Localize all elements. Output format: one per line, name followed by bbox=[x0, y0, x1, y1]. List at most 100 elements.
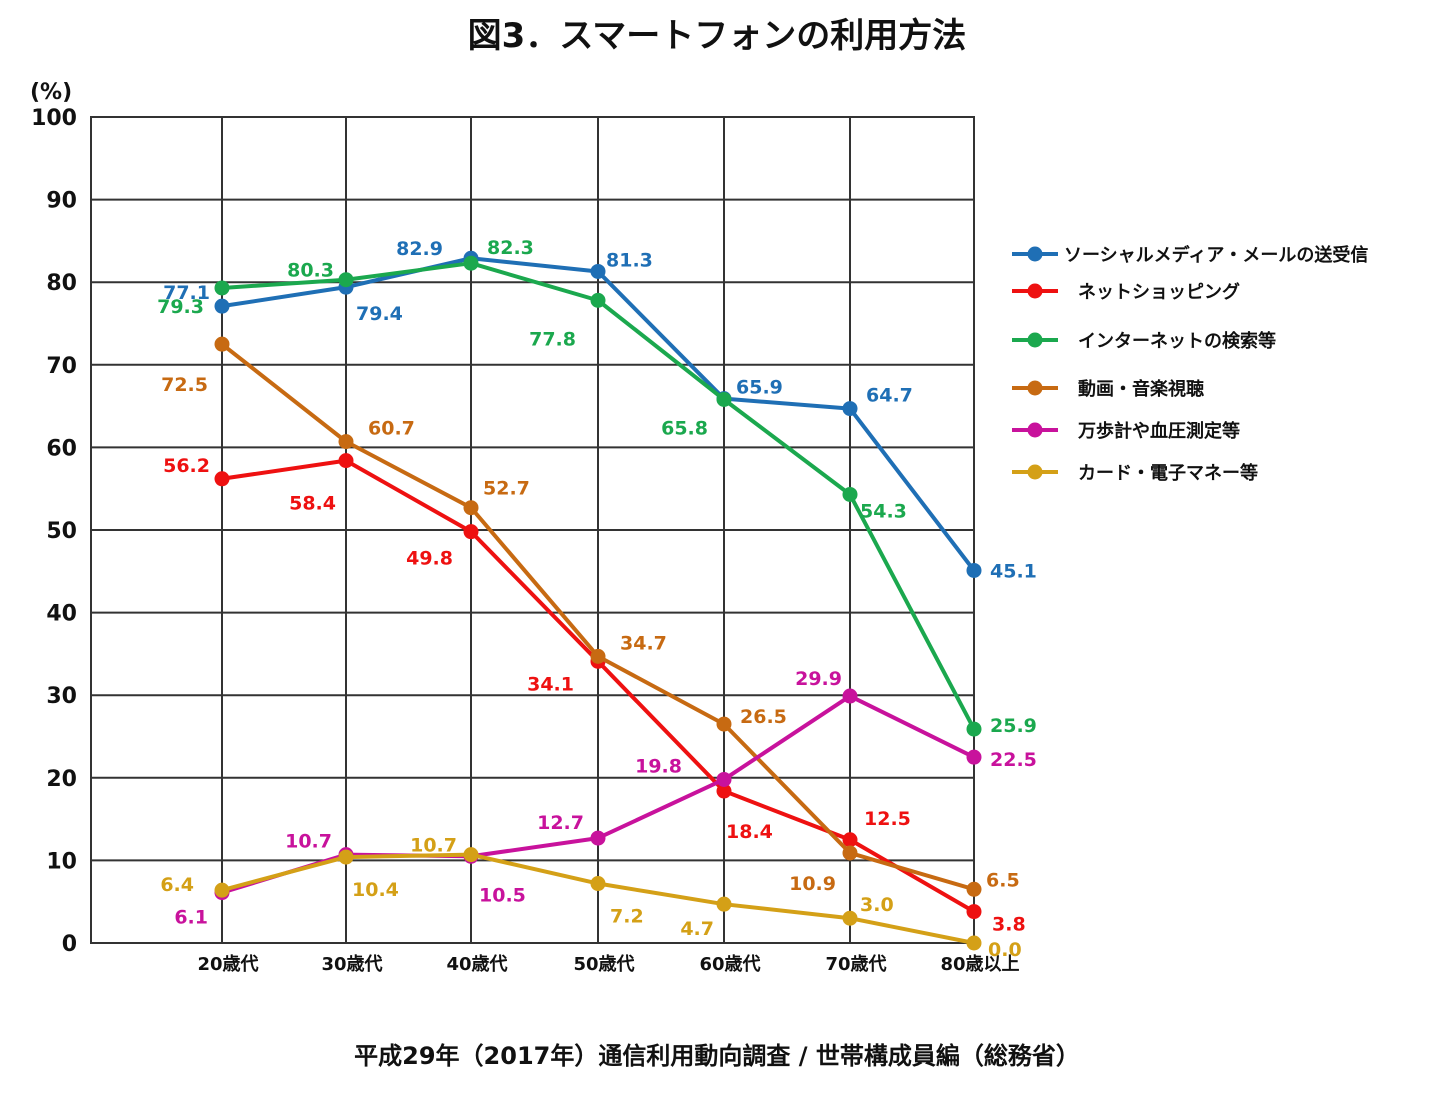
data-point bbox=[214, 298, 230, 314]
data-label: 56.2 bbox=[163, 455, 210, 477]
legend-marker bbox=[1027, 332, 1043, 348]
data-point bbox=[338, 453, 354, 469]
data-point bbox=[842, 688, 858, 704]
data-label: 79.4 bbox=[356, 303, 403, 325]
legend-label: 万歩計や血圧測定等 bbox=[1077, 420, 1240, 442]
data-label: 19.8 bbox=[635, 755, 682, 777]
data-label: 72.5 bbox=[161, 374, 208, 396]
legend: ソーシャルメディア・メールの送受信ネットショッピングインターネットの検索等動画・… bbox=[1012, 244, 1368, 484]
legend-marker bbox=[1027, 283, 1043, 299]
data-label: 45.1 bbox=[990, 560, 1037, 582]
data-point bbox=[716, 896, 732, 912]
data-label: 82.3 bbox=[487, 237, 534, 259]
axes: 0 10 20 30 40 50 60 70 80 90 100(%) 20歳代 30歳代 40歳代 50歳… bbox=[30, 80, 1020, 975]
data-label: 3.0 bbox=[860, 894, 894, 916]
legend-label: 動画・音楽視聴 bbox=[1078, 378, 1204, 400]
y-tick-label: 30 bbox=[46, 684, 77, 709]
plot-frame bbox=[90, 116, 975, 944]
x-tick-label: 60歳代 bbox=[699, 954, 760, 975]
legend-label: インターネットの検索等 bbox=[1078, 330, 1276, 352]
legend-label: ネットショッピング bbox=[1078, 281, 1240, 303]
data-label: 60.7 bbox=[368, 418, 415, 440]
data-point bbox=[842, 910, 858, 926]
data-point bbox=[716, 783, 732, 799]
x-tick-label: 20歳代 bbox=[197, 954, 258, 975]
data-point bbox=[842, 486, 858, 502]
legend-label: ソーシャルメディア・メールの送受信 bbox=[1064, 244, 1368, 266]
data-label: 77.1 bbox=[163, 282, 210, 304]
data-point bbox=[966, 904, 982, 920]
y-unit-label: (%) bbox=[30, 80, 72, 105]
data-label: 64.7 bbox=[866, 385, 913, 407]
chart-source: 平成29年（2017年）通信利用動向調査 / 世帯構成員編（総務省） bbox=[354, 1042, 1080, 1070]
legend-label: カード・電子マネー等 bbox=[1078, 462, 1258, 484]
data-point bbox=[214, 336, 230, 352]
data-label: 10.7 bbox=[410, 835, 457, 857]
y-tick-label: 80 bbox=[46, 271, 77, 296]
data-label: 34.7 bbox=[620, 632, 667, 654]
data-label: 10.7 bbox=[285, 831, 332, 853]
data-label: 4.7 bbox=[680, 918, 714, 940]
data-label: 81.3 bbox=[606, 249, 653, 271]
data-point bbox=[590, 830, 606, 846]
data-label: 12.7 bbox=[537, 812, 584, 834]
data-point bbox=[966, 935, 982, 951]
x-tick-label: 70歳代 bbox=[825, 954, 886, 975]
legend-marker bbox=[1027, 246, 1043, 262]
data-label: 18.4 bbox=[726, 821, 773, 843]
data-point bbox=[463, 847, 479, 863]
x-tick-label: 40歳代 bbox=[446, 954, 507, 975]
data-label: 49.8 bbox=[406, 548, 453, 570]
data-point bbox=[966, 749, 982, 765]
data-point bbox=[842, 845, 858, 861]
data-labels: 77.1 79.4 82.9 81.3 65.9 64.7 45.1 56.2 58.4 49.8… bbox=[157, 237, 1037, 961]
chart-title: 図3．スマートフォンの利用方法 bbox=[467, 16, 967, 56]
data-label: 52.7 bbox=[483, 478, 530, 500]
data-label: 6.5 bbox=[986, 869, 1020, 891]
data-point bbox=[842, 832, 858, 848]
data-label: 79.3 bbox=[157, 296, 204, 318]
data-point bbox=[338, 272, 354, 288]
data-label: 10.9 bbox=[789, 873, 836, 895]
data-point bbox=[338, 434, 354, 450]
x-tick-label: 80歳以上 bbox=[940, 954, 1019, 975]
data-label: 0.0 bbox=[988, 939, 1022, 961]
y-tick-label: 0 bbox=[62, 932, 77, 957]
x-tick-label: 30歳代 bbox=[321, 954, 382, 975]
data-label: 6.1 bbox=[174, 907, 208, 929]
y-tick-label: 10 bbox=[46, 849, 77, 874]
data-label: 25.9 bbox=[990, 715, 1037, 737]
data-label: 10.4 bbox=[352, 879, 399, 901]
y-tick-label: 40 bbox=[46, 602, 77, 627]
legend-marker bbox=[1027, 422, 1043, 438]
data-point bbox=[716, 716, 732, 732]
data-point bbox=[590, 263, 606, 279]
y-tick-label: 60 bbox=[46, 436, 77, 461]
data-label: 7.2 bbox=[610, 906, 644, 928]
data-point bbox=[463, 500, 479, 516]
data-point bbox=[590, 292, 606, 308]
data-label: 3.8 bbox=[992, 914, 1026, 936]
data-label: 54.3 bbox=[860, 500, 907, 522]
data-label: 77.8 bbox=[529, 328, 576, 350]
series-lines bbox=[214, 250, 982, 951]
y-tick-label: 70 bbox=[46, 354, 77, 379]
data-point bbox=[214, 471, 230, 487]
data-label: 6.4 bbox=[160, 874, 194, 896]
data-label: 34.1 bbox=[527, 673, 574, 695]
data-point bbox=[842, 401, 858, 417]
data-label: 10.5 bbox=[479, 884, 526, 906]
data-point bbox=[463, 255, 479, 271]
data-label: 80.3 bbox=[287, 260, 334, 282]
data-label: 58.4 bbox=[289, 493, 336, 515]
data-point bbox=[463, 524, 479, 540]
data-point bbox=[214, 882, 230, 898]
legend-marker bbox=[1027, 464, 1043, 480]
data-point bbox=[716, 771, 732, 787]
data-point bbox=[338, 849, 354, 865]
data-label: 12.5 bbox=[864, 808, 911, 830]
data-label: 26.5 bbox=[740, 706, 787, 728]
legend-marker bbox=[1027, 380, 1043, 396]
x-tick-label: 50歳代 bbox=[573, 954, 634, 975]
